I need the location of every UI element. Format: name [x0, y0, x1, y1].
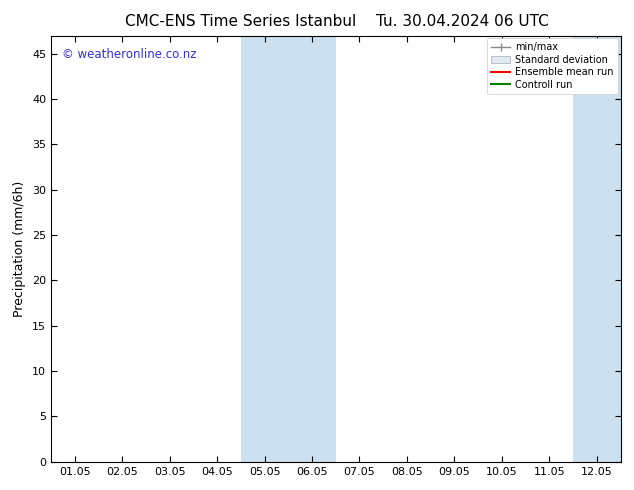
Y-axis label: Precipitation (mm/6h): Precipitation (mm/6h)	[13, 180, 27, 317]
Text: CMC-ENS Time Series Istanbul: CMC-ENS Time Series Istanbul	[126, 14, 356, 29]
Bar	[573, 36, 621, 462]
Bar	[241, 36, 336, 462]
Text: © weatheronline.co.nz: © weatheronline.co.nz	[62, 49, 197, 61]
Text: Tu. 30.04.2024 06 UTC: Tu. 30.04.2024 06 UTC	[377, 14, 549, 29]
Legend: min/max, Standard deviation, Ensemble mean run, Controll run: min/max, Standard deviation, Ensemble me…	[487, 39, 618, 94]
